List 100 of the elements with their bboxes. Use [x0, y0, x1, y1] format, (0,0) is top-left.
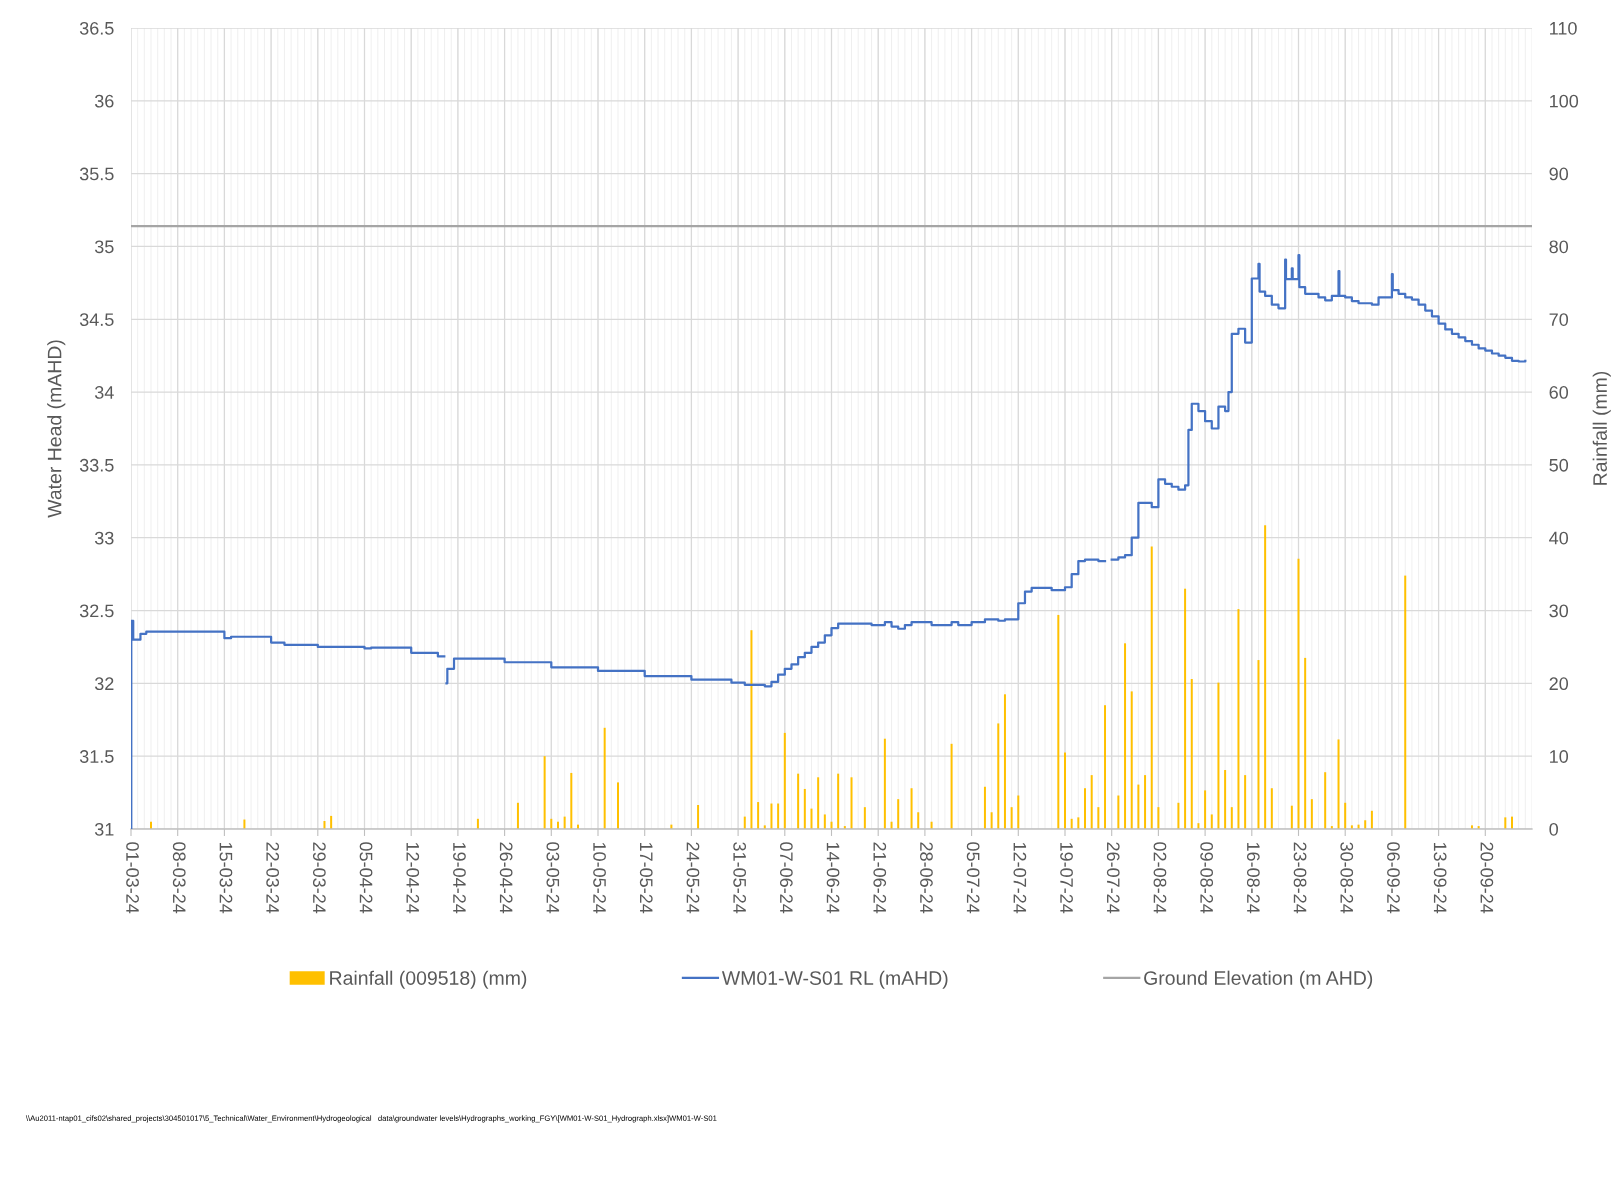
x-tick-label: 24-05-24 [686, 842, 700, 914]
bar [777, 803, 780, 829]
y2-tick-label: 30 [1549, 604, 1569, 618]
bar [1177, 802, 1180, 829]
y-tick-label: 36 [94, 94, 114, 108]
bar [1244, 775, 1247, 829]
bar [1324, 772, 1327, 829]
x-tick-label: 26-07-24 [1106, 842, 1120, 914]
x-tick-label: 22-03-24 [266, 842, 280, 914]
y-tick-label: 32 [94, 677, 114, 691]
y2-tick-label: 0 [1549, 822, 1558, 836]
bar [990, 812, 993, 829]
bar [1144, 775, 1147, 829]
bar [1230, 807, 1233, 829]
bar [1270, 788, 1273, 829]
bar [770, 803, 773, 829]
bar [570, 772, 573, 829]
y-tick-label: 34.5 [79, 313, 114, 326]
bar [330, 815, 333, 829]
bar [1257, 660, 1260, 829]
bar [1210, 814, 1213, 829]
bar [1084, 788, 1087, 829]
bar [910, 788, 913, 829]
x-tick-label: 06-09-24 [1387, 842, 1400, 914]
x-tick-label: 10-05-24 [593, 842, 606, 914]
x-tick-label: 29-03-24 [312, 842, 326, 914]
bar [1104, 705, 1107, 829]
bar [617, 782, 620, 829]
y2-tick-label: 90 [1549, 167, 1569, 181]
x-tick-label: 16-08-24 [1246, 842, 1260, 914]
y2-tick-label: 10 [1550, 750, 1569, 763]
bar [1137, 784, 1140, 829]
bar [1124, 643, 1127, 829]
y-tick-label: 33 [94, 531, 114, 545]
legend-label: WM01-W-S01 RL (mAHD) [721, 970, 948, 989]
x-tick-label: 08-03-24 [172, 842, 186, 914]
bar [757, 802, 760, 829]
bar [917, 812, 920, 829]
y2-tick-label: 50 [1549, 458, 1569, 472]
bar [1097, 807, 1100, 829]
y2-tick-label: 60 [1549, 386, 1569, 399]
bar [1310, 799, 1313, 829]
bar [1064, 752, 1066, 829]
y-tick-label: 36.5 [79, 21, 114, 35]
bar [697, 804, 700, 829]
y-tick-label: 34 [94, 386, 114, 399]
y2-tick-label: 20 [1549, 677, 1569, 691]
bar [1157, 807, 1160, 829]
legend-label: Ground Elevation (m AHD) [1144, 970, 1373, 989]
x-tick-label: 30-08-24 [1340, 842, 1354, 914]
bar [750, 630, 753, 829]
bar [837, 773, 840, 829]
x-tick-label: 28-06-24 [920, 842, 933, 914]
x-tick-label: 23-08-24 [1293, 842, 1307, 914]
x-tick-label: 17-05-24 [639, 842, 653, 914]
bar [1190, 678, 1193, 829]
bar [950, 743, 953, 829]
y-tick-label: 35.5 [79, 167, 114, 181]
x-tick-label: 21-06-24 [873, 842, 887, 914]
x-tick-label: 01-03-24 [126, 842, 139, 914]
bar [1297, 558, 1300, 829]
bar [823, 814, 826, 829]
x-tick-label: 12-07-24 [1013, 842, 1027, 914]
bar [1337, 739, 1340, 829]
bar [1010, 807, 1013, 829]
bar [1504, 817, 1507, 829]
y-tick-label: 35 [94, 240, 114, 254]
bar [997, 723, 1000, 829]
bar [783, 732, 786, 829]
bar [1117, 795, 1120, 829]
bar [1003, 694, 1006, 829]
x-tick-label: 12-04-24 [406, 842, 420, 914]
legend-label: Rainfall (009518) (mm) [330, 970, 527, 989]
bar [516, 802, 519, 829]
bar [983, 786, 986, 829]
bar [603, 727, 606, 829]
y2-tick-label: 80 [1549, 240, 1569, 254]
bar [1184, 588, 1187, 829]
bar [797, 773, 800, 829]
x-tick-label: 05-07-24 [966, 842, 980, 914]
x-tick-label: 19-04-24 [453, 842, 466, 914]
x-tick-label: 07-06-24 [779, 842, 793, 914]
x-tick-label: 03-05-24 [546, 842, 560, 914]
x-tick-label: 19-07-24 [1060, 842, 1073, 914]
bar [863, 807, 866, 829]
x-tick-label: 26-04-24 [499, 842, 513, 914]
x-tick-label: 09-08-24 [1200, 842, 1214, 914]
bar [883, 738, 886, 829]
bar [850, 777, 853, 829]
bar [1364, 820, 1367, 829]
bar [830, 821, 833, 829]
bar [1237, 609, 1240, 829]
y2-tick-label: 70 [1549, 313, 1569, 326]
y-tick-label: 31 [94, 822, 114, 836]
bar [1370, 810, 1373, 829]
y-axis-title: Water Head (mAHD) [47, 340, 66, 518]
bar [1224, 770, 1227, 829]
y-tick-label: 31.5 [79, 750, 114, 763]
y2-tick-label: 110 [1550, 21, 1577, 35]
bar [550, 818, 553, 829]
